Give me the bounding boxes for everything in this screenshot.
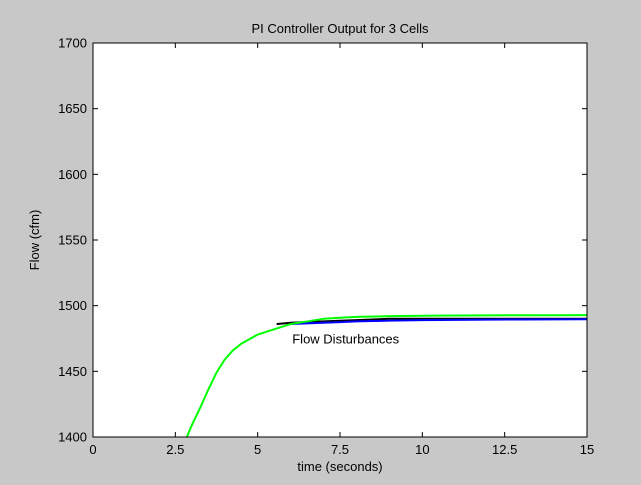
y-tick-label: 1450: [58, 364, 87, 379]
x-tick-label: 15: [580, 442, 594, 457]
y-tick-label: 1700: [58, 36, 87, 51]
y-tick-label: 1600: [58, 167, 87, 182]
x-tick-label: 10: [415, 442, 429, 457]
x-tick-label: 0: [89, 442, 96, 457]
annotation-flow-disturbances: Flow Disturbances: [292, 332, 399, 347]
x-tick-label: 2.5: [166, 442, 184, 457]
chart-title: PI Controller Output for 3 Cells: [251, 21, 429, 36]
x-axis-label: time (seconds): [297, 459, 382, 474]
y-tick-label: 1550: [58, 233, 87, 248]
y-tick-label: 1400: [58, 430, 87, 445]
annotation-layer: Flow Disturbances: [292, 332, 399, 347]
x-tick-label: 7.5: [331, 442, 349, 457]
series-layer: [185, 314, 587, 437]
y-axis-label: Flow (cfm): [27, 210, 42, 271]
tick-layer: 0 2.5 5 7.5 10 12.5 15 1400 1450 1500 1550 1600 1650…: [58, 36, 594, 458]
series-line-2: [289, 318, 587, 326]
y-tick-label: 1650: [58, 101, 87, 116]
x-tick-label: 12.5: [492, 442, 517, 457]
plot-area: [93, 43, 587, 437]
series-line-3: [185, 314, 587, 437]
y-tick-label: 1500: [58, 298, 87, 313]
x-tick-label: 5: [254, 442, 261, 457]
